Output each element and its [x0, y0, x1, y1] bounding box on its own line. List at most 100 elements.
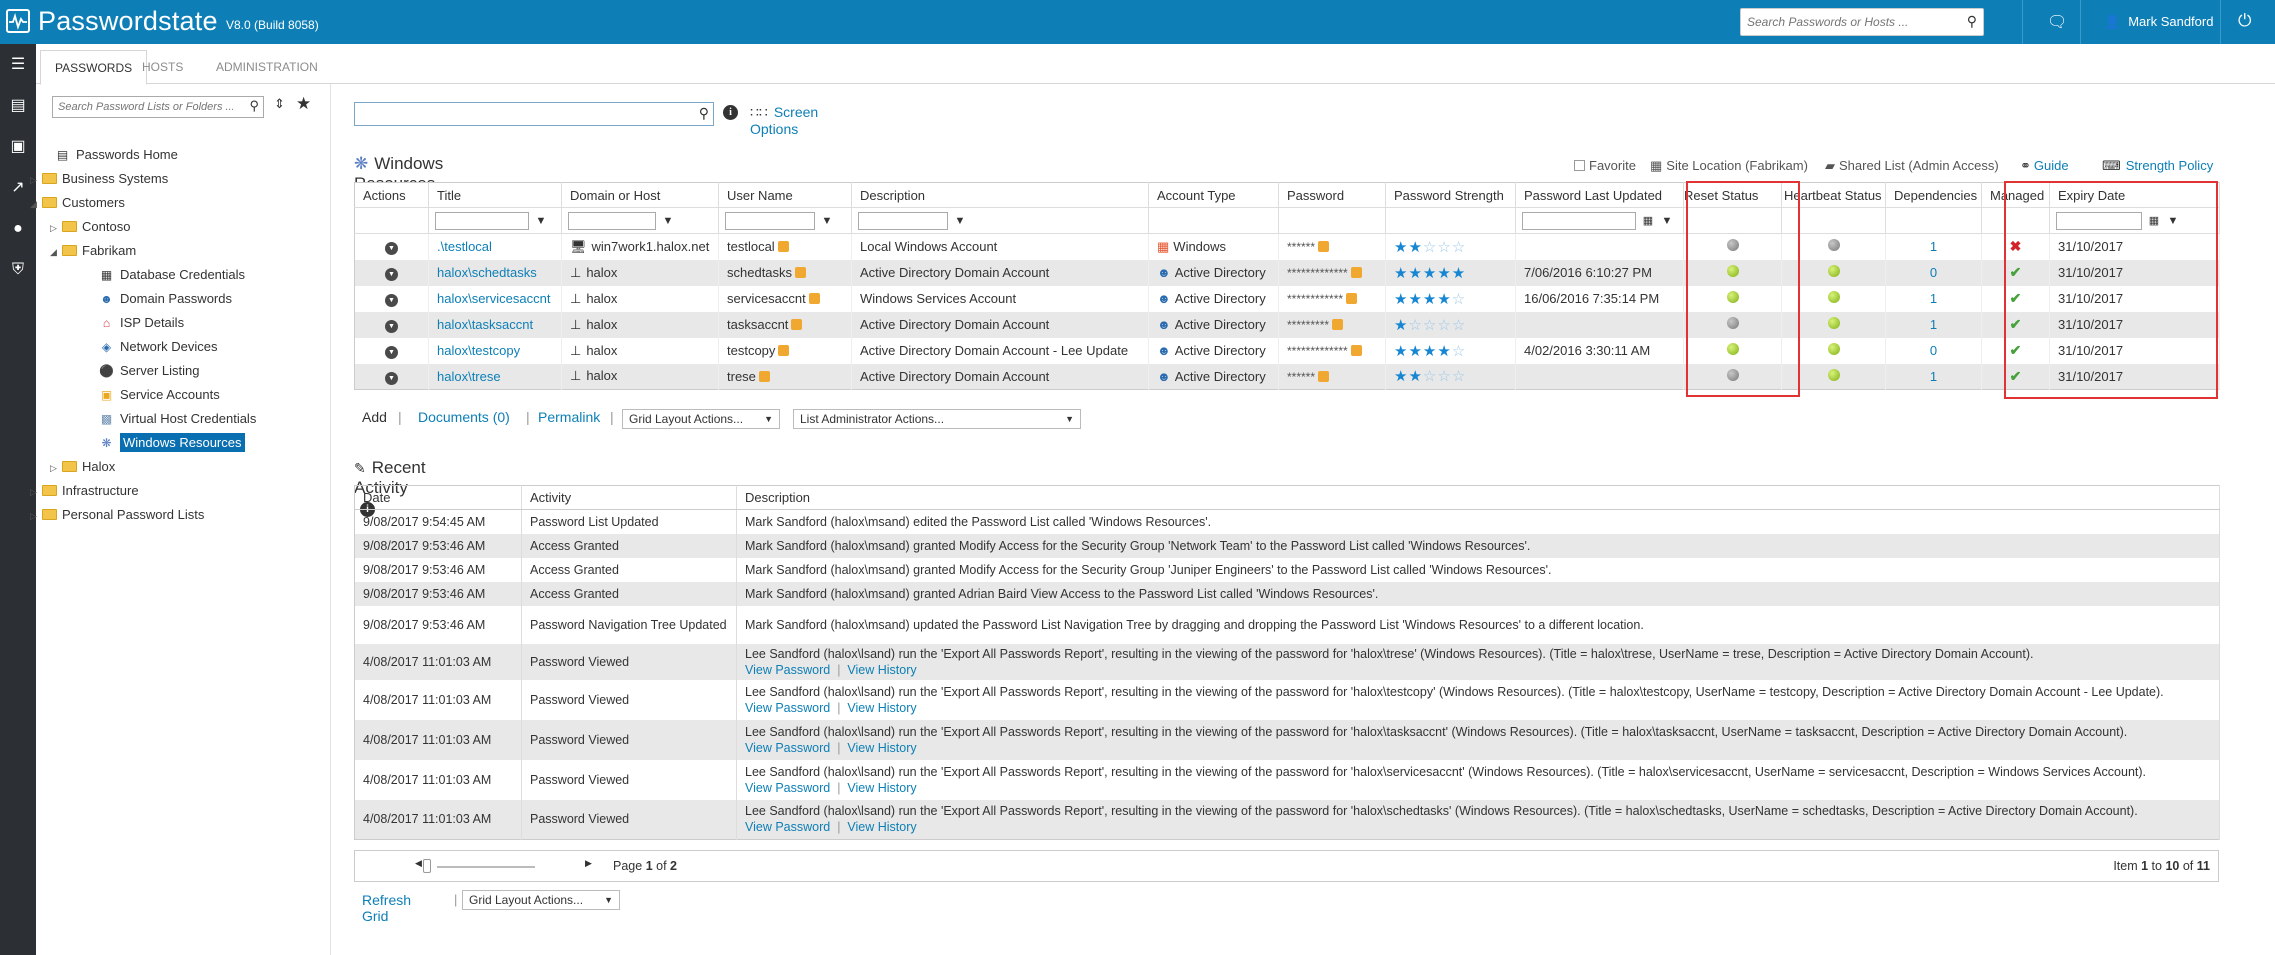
title-cell[interactable]: halox\schedtasks [428, 259, 562, 286]
view-password-link[interactable]: View Password [745, 740, 831, 755]
filter-icon[interactable]: ▼ [954, 214, 966, 227]
favorites-star-icon[interactable]: ★ [296, 94, 312, 113]
filter-icon[interactable]: ▼ [821, 214, 833, 227]
screen-options-link[interactable]: ∷∷ Screen Options [750, 104, 819, 137]
tree-item-passwords-home[interactable]: ▤ Passwords Home [42, 144, 178, 166]
description-filter-input[interactable] [858, 211, 948, 230]
tree-item-domain-passwords[interactable]: ☻ Domain Passwords [98, 288, 232, 310]
hamburger-menu-icon[interactable]: ☰ [10, 56, 26, 73]
dependencies-cell[interactable]: 1 [1885, 285, 1982, 312]
copy-icon[interactable] [758, 370, 770, 382]
copy-icon[interactable] [1318, 370, 1330, 382]
table-row[interactable]: ▼ halox\trese ⊥ halox trese Active Directory … [354, 363, 2220, 390]
col-activity-description[interactable]: Description [736, 485, 2220, 510]
calendar-icon[interactable]: ▦ [1642, 215, 1654, 227]
permalink-link[interactable]: Permalink [538, 409, 601, 425]
copy-icon[interactable] [1332, 319, 1344, 330]
row-actions-icon[interactable]: ▼ [385, 346, 398, 359]
title-cell[interactable]: halox\tasksaccnt [428, 311, 562, 338]
col-actions[interactable]: Actions [354, 182, 429, 208]
tree-item-database-credentials[interactable]: ▦ Database Credentials [98, 264, 245, 286]
search-icon[interactable]: ⚲ [698, 105, 709, 121]
strength-policy-link[interactable]: ⌨ Strength Policy [2102, 158, 2214, 173]
favorite-checkbox[interactable] [1574, 160, 1585, 171]
copy-icon[interactable] [1350, 345, 1362, 356]
host-filter-input[interactable] [568, 211, 656, 230]
tree-search-input[interactable] [53, 97, 233, 117]
view-history-link[interactable]: View History [847, 820, 917, 835]
filter-icon[interactable]: ▼ [1661, 214, 1673, 227]
col-account-type[interactable]: Account Type [1148, 182, 1279, 208]
copy-icon[interactable] [1318, 241, 1330, 253]
prev-page-icon[interactable]: ◀ [415, 858, 422, 868]
tree-item-contoso[interactable]: ▷ Contoso [50, 216, 130, 238]
tree-item-service-accounts[interactable]: ▣ Service Accounts [98, 384, 220, 406]
sort-icon[interactable]: ⇕ [274, 96, 285, 111]
documents-link[interactable]: Documents (0) [418, 409, 510, 425]
copy-icon[interactable] [778, 345, 790, 356]
copy-icon[interactable] [1346, 293, 1358, 304]
col-title[interactable]: Title [428, 182, 562, 208]
col-domain-or-host[interactable]: Domain or Host [561, 182, 719, 208]
expand-icon[interactable]: ▷ [50, 463, 57, 473]
shield-icon[interactable]: ⛨ [11, 261, 24, 278]
page-slider[interactable] [437, 866, 535, 868]
view-password-link[interactable]: View Password [745, 700, 831, 715]
title-cell[interactable]: halox\trese [428, 363, 562, 390]
copy-icon[interactable] [1350, 267, 1362, 278]
tree-item-infrastructure[interactable]: ▷ Infrastructure [30, 480, 139, 502]
col-dependencies[interactable]: Dependencies [1885, 182, 1982, 208]
recent-grid-layout-actions-dropdown[interactable]: Grid Layout Actions... ▼ [462, 890, 620, 910]
dependencies-cell[interactable]: 0 [1885, 337, 1982, 364]
expiry-filter-input[interactable] [2056, 211, 2142, 230]
table-row[interactable]: ▼ .\testlocal 🖥 win7work1.halox.net testloca… [354, 233, 2220, 260]
list-admin-actions-dropdown[interactable]: List Administrator Actions... ▼ [793, 409, 1081, 429]
col-reset-status[interactable]: Reset Status [1683, 182, 1782, 208]
info-icon[interactable]: i [723, 105, 738, 120]
tree-item-personal-password-lists[interactable]: ▷ Personal Password Lists [30, 504, 204, 526]
list-filter[interactable]: ⚲ [354, 102, 714, 126]
title-cell[interactable]: .\testlocal [428, 233, 562, 260]
expand-icon[interactable]: ▷ [30, 487, 37, 497]
collapse-icon[interactable]: ◢ [50, 247, 57, 257]
view-password-link[interactable]: View Password [745, 780, 831, 795]
col-password-last-updated[interactable]: Password Last Updated [1515, 182, 1684, 208]
tree-item-halox[interactable]: ▷ Halox [50, 456, 115, 478]
tree-item-isp-details[interactable]: ⌂ ISP Details [98, 312, 184, 334]
guide-link[interactable]: ⚭ Guide [2020, 158, 2069, 173]
tree-item-fabrikam[interactable]: ◢ Fabrikam [50, 240, 136, 262]
filter-icon[interactable]: ▼ [535, 214, 547, 227]
view-history-link[interactable]: View History [847, 740, 917, 755]
col-date[interactable]: Date [354, 485, 522, 510]
view-history-link[interactable]: View History [847, 780, 917, 795]
list-filter-input[interactable] [355, 103, 685, 125]
tree-item-network-devices[interactable]: ◈ Network Devices [98, 336, 218, 358]
col-password-strength[interactable]: Password Strength [1385, 182, 1516, 208]
table-row[interactable]: ▼ halox\testcopy ⊥ halox testcopy Active Dire… [354, 337, 2220, 364]
dependencies-cell[interactable]: 1 [1885, 363, 1982, 390]
filter-icon[interactable]: ▼ [2167, 214, 2179, 227]
grid-layout-actions-dropdown[interactable]: Grid Layout Actions... ▼ [622, 409, 780, 429]
expand-icon[interactable]: ▷ [30, 175, 37, 185]
view-password-link[interactable]: View Password [745, 662, 831, 677]
tab-administration[interactable]: ADMINISTRATION [216, 60, 318, 74]
row-actions-icon[interactable]: ▼ [385, 294, 398, 307]
view-history-link[interactable]: View History [847, 700, 917, 715]
dependencies-cell[interactable]: 0 [1885, 259, 1982, 286]
col-user-name[interactable]: User Name [718, 182, 852, 208]
page-slider-handle[interactable] [423, 859, 431, 873]
table-row[interactable]: ▼ halox\tasksaccnt ⊥ halox tasksaccnt Active … [354, 311, 2220, 338]
tree-item-server-listing[interactable]: ⚫ Server Listing [98, 360, 199, 382]
search-icon[interactable]: ⚲ [1966, 13, 1977, 29]
power-icon[interactable]: ⏻ [2238, 11, 2252, 30]
copy-icon[interactable] [791, 319, 803, 330]
expand-icon[interactable]: ▷ [50, 223, 57, 233]
row-actions-icon[interactable]: ▼ [385, 242, 398, 256]
user-admin-icon[interactable]: ● [13, 220, 23, 237]
calendar-icon[interactable]: ▦ [2148, 215, 2160, 227]
lastupdated-filter-input[interactable] [1522, 211, 1636, 230]
global-search[interactable]: ⚲ [1740, 8, 1984, 36]
copy-icon[interactable] [795, 267, 807, 278]
title-filter-input[interactable] [435, 211, 529, 230]
user-menu[interactable]: 👤 Mark Sandford [2104, 14, 2213, 30]
